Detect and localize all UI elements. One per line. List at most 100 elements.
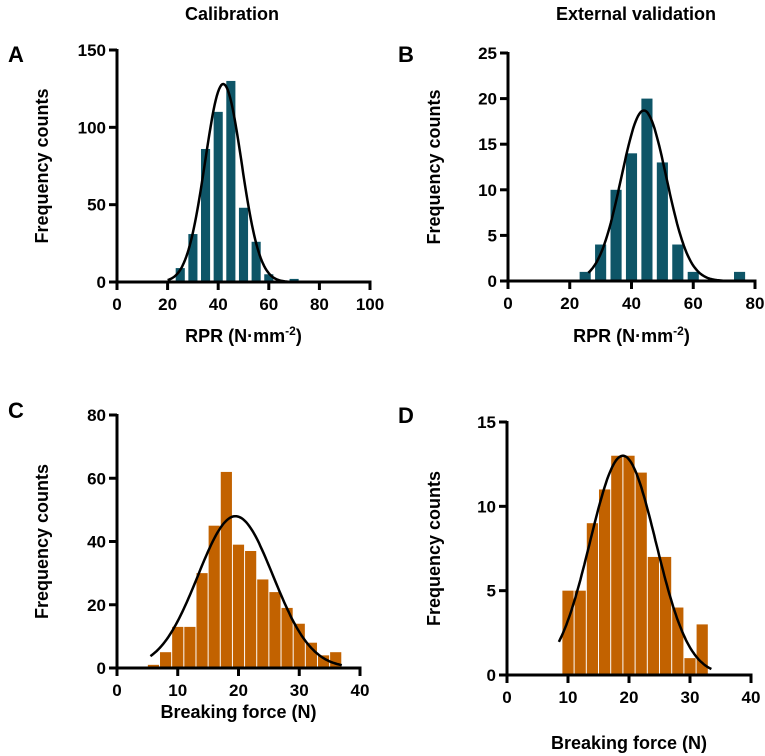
bar — [188, 234, 198, 282]
x-tick-label: 0 — [503, 294, 512, 313]
x-axis-label: RPR (N·mm-2) — [573, 324, 690, 346]
bar — [208, 525, 220, 668]
bar — [574, 590, 586, 675]
x-tick-label: 20 — [560, 294, 579, 313]
bar — [200, 148, 211, 282]
bar — [184, 626, 196, 668]
bar — [611, 455, 623, 675]
y-tick-label: 25 — [478, 44, 497, 63]
bar — [687, 271, 699, 281]
x-tick-label: 0 — [502, 688, 511, 707]
y-tick-label: 15 — [478, 135, 497, 154]
column-title-external-validation: External validation — [556, 4, 716, 24]
bar — [586, 523, 599, 675]
bar — [251, 241, 261, 282]
bar — [598, 489, 611, 675]
bar — [175, 268, 185, 282]
x-axis-label: Breaking force (N) — [160, 702, 316, 722]
bar — [641, 98, 653, 281]
y-tick-label: 10 — [478, 181, 497, 200]
bar — [264, 274, 274, 282]
y-tick-label: 100 — [78, 118, 106, 137]
x-tick-label: 20 — [620, 688, 639, 707]
y-tick-label: 0 — [487, 666, 496, 685]
bar — [232, 544, 245, 668]
bar — [623, 455, 635, 675]
x-tick-label: 80 — [310, 295, 329, 314]
bar — [160, 652, 172, 668]
panel-c: 0 20 40 60 80 0 10 20 30 40 C Frequency counts Break… — [8, 398, 369, 722]
bar — [330, 652, 342, 668]
gaussian-fit-curve — [587, 109, 731, 283]
bar — [196, 573, 208, 668]
panel-letter: B — [398, 42, 414, 67]
x-tick-label: 10 — [559, 688, 578, 707]
bar — [672, 607, 684, 675]
x-tick-label: 40 — [742, 688, 761, 707]
y-tick-label: 20 — [87, 596, 106, 615]
bar — [281, 607, 293, 668]
x-tick-label: 40 — [351, 681, 370, 700]
bar — [656, 162, 668, 281]
x-tick-label: 20 — [229, 681, 248, 700]
bar — [257, 579, 269, 668]
x-tick-label: 10 — [168, 681, 187, 700]
y-axis-label: Frequency counts — [424, 89, 444, 244]
bar — [595, 244, 607, 281]
y-tick-label: 15 — [477, 413, 496, 432]
bar — [293, 623, 305, 668]
bar — [625, 153, 638, 281]
y-axis-label: Frequency counts — [32, 88, 52, 243]
bar — [220, 471, 232, 668]
y-tick-label: 10 — [477, 497, 496, 516]
y-tick-label: 150 — [78, 41, 106, 60]
y-tick-label: 0 — [97, 273, 106, 292]
bar — [635, 472, 647, 675]
gaussian-fit-curve — [149, 514, 343, 667]
bar — [696, 624, 708, 675]
y-tick-label: 50 — [87, 196, 106, 215]
bar — [147, 664, 160, 668]
x-tick-label: 100 — [356, 295, 384, 314]
bar — [734, 271, 746, 281]
bar — [245, 550, 257, 668]
y-tick-label: 40 — [87, 533, 106, 552]
bar — [305, 642, 317, 668]
y-tick-label: 60 — [87, 469, 106, 488]
panel-letter: D — [398, 403, 414, 428]
bar — [289, 278, 299, 282]
y-tick-label: 5 — [488, 226, 497, 245]
x-tick-label: 60 — [684, 294, 703, 313]
y-tick-label: 80 — [87, 406, 106, 425]
panel-letter: C — [8, 398, 24, 423]
bar — [172, 626, 184, 668]
bar — [238, 207, 249, 282]
bar — [226, 80, 236, 282]
x-axis-label: RPR (N·mm-2) — [185, 324, 302, 346]
x-tick-label: 40 — [622, 294, 641, 313]
panel-b: 0 5 10 15 20 25 0 20 40 60 80 B Frequency counts RPR … — [398, 42, 764, 346]
x-tick-label: 40 — [209, 295, 228, 314]
x-tick-label: 30 — [290, 681, 309, 700]
bar — [610, 189, 622, 281]
x-tick-label: 80 — [746, 294, 765, 313]
panel-d: 0 5 10 15 0 10 20 30 40 D Frequency counts Breaking… — [398, 403, 760, 753]
bar — [647, 556, 660, 675]
y-tick-label: 0 — [97, 659, 106, 678]
bar — [579, 271, 591, 281]
y-tick-label: 20 — [478, 90, 497, 109]
y-axis-label: Frequency counts — [424, 471, 444, 626]
gaussian-fit-curve — [557, 454, 712, 671]
column-title-calibration: Calibration — [185, 4, 279, 24]
bar — [659, 556, 672, 675]
x-axis-label: Breaking force (N) — [551, 733, 707, 753]
x-tick-label: 0 — [112, 295, 121, 314]
bar — [562, 590, 574, 675]
bar — [317, 655, 330, 668]
y-axis-label: Frequency counts — [32, 464, 52, 619]
bar — [213, 111, 223, 282]
y-tick-label: 5 — [487, 582, 496, 601]
panel-letter: A — [8, 42, 24, 67]
bar — [269, 592, 281, 668]
